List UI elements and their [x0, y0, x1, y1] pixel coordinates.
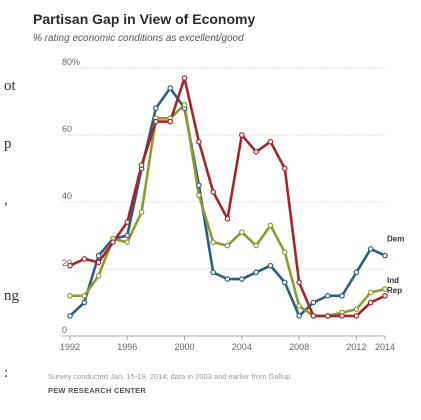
data-point-ind: [367, 289, 374, 296]
data-point-rep: [67, 262, 73, 269]
x-tick-label: 2008: [289, 342, 309, 352]
data-point-ind: [210, 239, 216, 246]
data-point-rep: [353, 313, 360, 319]
data-point-dem: [95, 252, 102, 259]
line-chart: 0 20 40 60 80% 1992 1996 2000 2004 2008 2012 2014 D…: [60, 57, 404, 352]
chart-title: Partisan Gap in View of Economy: [33, 11, 256, 27]
data-point-dem: [382, 252, 388, 259]
data-point-dem: [339, 292, 345, 299]
series-label-dem: Dem: [387, 235, 404, 244]
data-point-rep: [296, 279, 302, 286]
data-point-rep: [267, 138, 274, 145]
data-point-rep: [210, 189, 216, 195]
data-point-rep: [310, 313, 317, 319]
data-point-dem: [196, 182, 202, 189]
x-tick-label: 2000: [175, 342, 195, 352]
data-point-dem: [239, 276, 245, 282]
data-point-rep: [167, 118, 174, 125]
y-tick-label: 0: [62, 325, 67, 335]
data-point-dem: [153, 105, 159, 112]
data-point-ind: [95, 272, 102, 279]
data-point-dem: [210, 269, 216, 276]
data-point-dem: [324, 292, 331, 299]
data-point-ind: [81, 292, 88, 299]
data-point-ind: [67, 292, 73, 299]
x-tick-label: 2014: [375, 342, 395, 352]
data-point-ind: [181, 102, 188, 108]
data-point-ind: [267, 222, 274, 229]
survey-note: Survey conducted Jan. 15-19, 2014; data …: [48, 372, 291, 381]
cropped-text-fragment: p: [4, 136, 12, 152]
data-point-ind: [124, 239, 131, 246]
data-point-ind: [296, 303, 302, 309]
x-tick-label: 2012: [346, 342, 366, 352]
data-point-rep: [382, 292, 388, 299]
data-point-rep: [324, 313, 331, 319]
data-point-ind: [353, 306, 360, 313]
data-point-dem: [353, 269, 360, 276]
x-tick-label: 1996: [117, 342, 137, 352]
series-label-rep: Rep: [387, 286, 402, 295]
data-point-ind: [239, 229, 245, 235]
source-credit: PEW RESEARCH CENTER: [48, 386, 146, 395]
data-point-rep: [281, 165, 288, 172]
y-tick-label: 80%: [62, 57, 80, 67]
y-tick-label: 60: [62, 124, 72, 134]
cropped-text-fragment: ,: [4, 192, 8, 208]
data-point-ind: [224, 242, 231, 249]
data-point-dem: [224, 276, 231, 282]
data-point-rep: [124, 219, 131, 225]
data-point-rep: [239, 132, 245, 138]
x-tick-label: 1992: [60, 342, 80, 352]
data-point-rep: [110, 239, 116, 246]
data-point-rep: [196, 138, 202, 145]
data-point-dem: [296, 313, 302, 319]
x-tick-label: 2004: [232, 342, 252, 352]
data-point-ind: [253, 242, 259, 249]
chart-subtitle: % rating economic conditions as excellen…: [33, 33, 244, 44]
data-point-rep: [181, 75, 188, 81]
data-point-dem: [253, 269, 259, 276]
data-point-ind: [138, 209, 145, 215]
data-point-ind: [196, 192, 202, 199]
data-point-rep: [367, 299, 374, 306]
data-point-rep: [81, 256, 88, 262]
y-tick-label: 20: [62, 258, 72, 268]
cropped-text-fragment: ot: [4, 78, 16, 94]
data-point-dem: [367, 246, 374, 252]
cropped-text-fragment: :: [4, 365, 9, 381]
data-point-dem: [167, 85, 174, 91]
data-point-rep: [138, 162, 145, 168]
data-point-dem: [267, 262, 274, 269]
cropped-text-fragment: ng: [4, 288, 19, 304]
data-point-rep: [253, 148, 259, 155]
data-point-rep: [339, 313, 345, 319]
data-point-rep: [153, 118, 159, 125]
series-label-ind: Ind: [387, 276, 399, 285]
data-point-dem: [67, 313, 73, 319]
series-line-ind: [68, 103, 387, 318]
data-point-dem: [124, 232, 131, 239]
data-point-rep: [224, 215, 231, 222]
data-point-dem: [81, 299, 88, 306]
data-point-dem: [281, 279, 288, 286]
data-point-ind: [281, 249, 288, 256]
data-point-rep: [95, 259, 102, 266]
y-tick-label: 40: [62, 191, 72, 201]
data-point-dem: [310, 299, 317, 306]
data-point-ind: [382, 286, 388, 292]
